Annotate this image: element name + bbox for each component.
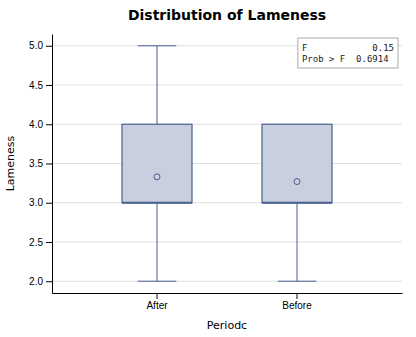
y-tick-label: 3.5 <box>29 158 43 169</box>
box-body <box>262 124 332 202</box>
y-tick-mark <box>46 281 52 282</box>
x-tick: After <box>146 293 168 311</box>
chart: 2.0 2.5 3.0 3.5 4.0 4.5 5.0 After Before F 0.15Pr… <box>0 0 416 337</box>
y-tick: 3.5 <box>29 158 52 169</box>
whisker-upper <box>157 46 158 124</box>
mean-marker <box>154 174 160 180</box>
median <box>262 202 332 204</box>
x-tick-mark <box>157 293 158 299</box>
x-tick-label: After <box>146 300 168 311</box>
y-tick-label: 4.5 <box>29 80 43 91</box>
y-tick-mark <box>46 164 52 165</box>
mean-marker <box>294 179 300 185</box>
annotation-text: F 0.15 <box>302 43 394 53</box>
grid-line <box>52 202 402 203</box>
x-tick-label: Before <box>282 300 312 311</box>
y-tick-mark <box>46 85 52 86</box>
whisker-cap-lower <box>138 281 177 282</box>
x-axis-title: Periodc <box>207 319 247 332</box>
y-tick: 3.0 <box>29 197 52 208</box>
y-tick-label: 4.0 <box>29 119 43 130</box>
annotation-box <box>298 38 398 68</box>
x-tick-mark <box>297 293 298 299</box>
grid-line <box>52 281 402 282</box>
box-body <box>122 124 192 202</box>
grid <box>52 46 402 281</box>
box <box>262 124 332 281</box>
y-tick-label: 5.0 <box>29 40 43 51</box>
y-tick-mark <box>46 46 52 47</box>
grid-line <box>52 85 402 86</box>
y-tick: 4.0 <box>29 119 52 130</box>
whisker-cap-upper <box>138 45 177 46</box>
marks <box>122 46 332 281</box>
y-tick-mark <box>46 203 52 204</box>
y-tick-label: 2.5 <box>29 237 43 248</box>
y-axis: 2.0 2.5 3.0 3.5 4.0 4.5 5.0 <box>29 35 52 294</box>
box <box>122 46 192 281</box>
y-tick-mark <box>46 242 52 243</box>
y-tick-label: 2.0 <box>29 276 43 287</box>
grid-line <box>52 124 402 125</box>
whisker-lower <box>297 203 298 281</box>
whisker-cap-lower <box>278 281 317 282</box>
x-tick: Before <box>282 293 312 311</box>
median <box>122 202 192 204</box>
x-axis-line <box>53 293 403 294</box>
y-tick: 2.0 <box>29 276 52 287</box>
grid-line <box>52 163 402 164</box>
y-tick: 2.5 <box>29 237 52 248</box>
whisker-lower <box>157 203 158 281</box>
y-tick: 5.0 <box>29 40 52 51</box>
y-tick-label: 3.0 <box>29 197 43 208</box>
annotation: F 0.15Prob > F 0.6914 <box>298 38 398 68</box>
title: Distribution of Lameness <box>128 7 326 23</box>
y-tick: 4.5 <box>29 80 52 91</box>
y-axis-line <box>52 35 53 294</box>
plot-area: 2.0 2.5 3.0 3.5 4.0 4.5 5.0 After Before F 0.15Pr… <box>29 35 402 312</box>
grid-line <box>52 241 402 242</box>
y-axis-title: Lameness <box>4 135 17 191</box>
annotation-text: Prob > F 0.6914 <box>302 54 389 64</box>
x-axis: After Before <box>53 293 403 311</box>
y-tick-mark <box>46 124 52 125</box>
